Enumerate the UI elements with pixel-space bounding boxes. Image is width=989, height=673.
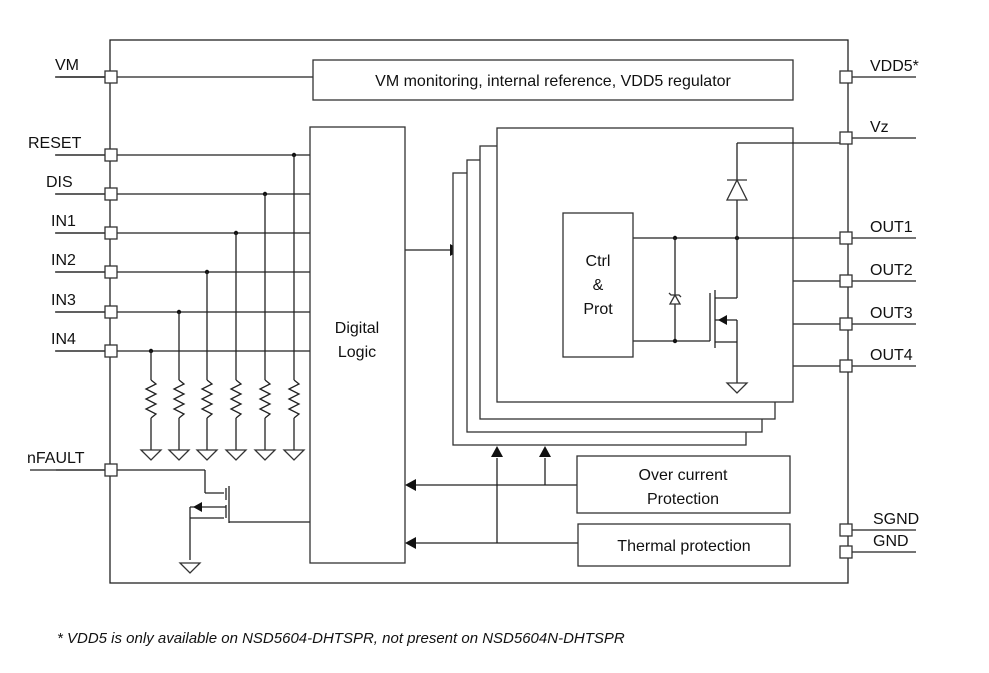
thermal-protection-label: Thermal protection	[617, 538, 750, 555]
vm-monitor-block	[312, 59, 794, 101]
pin-label: IN2	[51, 252, 76, 269]
pin-label: OUT4	[870, 347, 913, 364]
ctrl-prot-label-3: Prot	[583, 301, 613, 318]
footnote: * VDD5 is only available on NSD5604-DHTS…	[57, 630, 625, 647]
pin-label: GND	[873, 533, 909, 550]
arrow-up-icon	[491, 446, 503, 457]
pin-label: IN1	[51, 213, 76, 230]
resistor-icon	[287, 379, 301, 419]
digital-logic-block	[309, 126, 406, 564]
pin-label: IN4	[51, 331, 76, 348]
channel-1-box	[496, 127, 794, 403]
ground-icon	[282, 449, 306, 461]
ground-icon	[253, 449, 277, 461]
junction-dot	[672, 338, 678, 344]
pin-label: DIS	[46, 174, 73, 191]
pin-label: VDD5*	[870, 58, 919, 75]
pin-label: RESET	[28, 135, 82, 152]
channel-circuit	[633, 142, 846, 394]
pin-pad	[839, 317, 853, 331]
pin-label: VM	[55, 57, 79, 74]
ground-icon	[195, 449, 219, 461]
pin-label: Vz	[870, 119, 889, 136]
pin-pad	[839, 231, 853, 245]
ctrl-prot-label-1: Ctrl	[586, 253, 611, 270]
ground-icon	[178, 562, 202, 574]
ground-icon	[224, 449, 248, 461]
resistor-icon	[172, 379, 186, 419]
pin-pad	[839, 274, 853, 288]
pin-label: OUT3	[870, 305, 913, 322]
resistor-icon	[258, 379, 272, 419]
pin-pad	[104, 148, 118, 162]
pin-pad	[104, 187, 118, 201]
arrow-left-icon	[405, 479, 416, 491]
over-current-block	[576, 455, 791, 514]
pins: VM RESET DIS IN1 IN2 IN3 IN4 nFAULT VDD5* Vz OUT1 O…	[27, 57, 919, 559]
pin-pad	[839, 131, 853, 145]
thermal-protection-block	[577, 523, 791, 567]
pin-pad	[839, 523, 853, 537]
pin-pad	[839, 359, 853, 373]
digital-logic-label-2: Logic	[338, 344, 376, 361]
pin-label: OUT2	[870, 262, 913, 279]
pin-label: nFAULT	[27, 450, 85, 467]
over-current-label-2: Protection	[647, 491, 719, 508]
pin-label: OUT1	[870, 219, 913, 236]
pin-label: IN3	[51, 292, 76, 309]
ground-icon	[167, 449, 191, 461]
pin-pad	[104, 70, 118, 84]
pin-pad	[104, 344, 118, 358]
pin-pad	[104, 226, 118, 240]
arrow-up-icon	[539, 446, 551, 457]
resistor-icon	[200, 379, 214, 419]
resistor-icon	[144, 379, 158, 419]
zener-diode-icon	[668, 292, 682, 305]
diode-icon	[725, 178, 749, 201]
pin-pad	[104, 305, 118, 319]
pin-pad	[839, 545, 853, 559]
mosfet-arrow-icon	[718, 315, 727, 325]
resistor-icon	[229, 379, 243, 419]
digital-logic-label-1: Digital	[335, 320, 379, 337]
over-current-label-1: Over current	[639, 467, 728, 484]
mosfet-arrow-icon	[193, 502, 202, 512]
arrow-left-icon	[405, 537, 416, 549]
ground-icon	[725, 382, 749, 394]
ground-icon	[139, 449, 163, 461]
ctrl-prot-label-2: &	[593, 277, 604, 294]
pin-pad	[104, 265, 118, 279]
vm-monitor-label: VM monitoring, internal reference, VDD5 …	[375, 73, 731, 90]
pin-pad	[104, 463, 118, 477]
pin-pad	[839, 70, 853, 84]
pin-label: SGND	[873, 511, 919, 528]
ctrl-prot-block	[562, 212, 634, 358]
